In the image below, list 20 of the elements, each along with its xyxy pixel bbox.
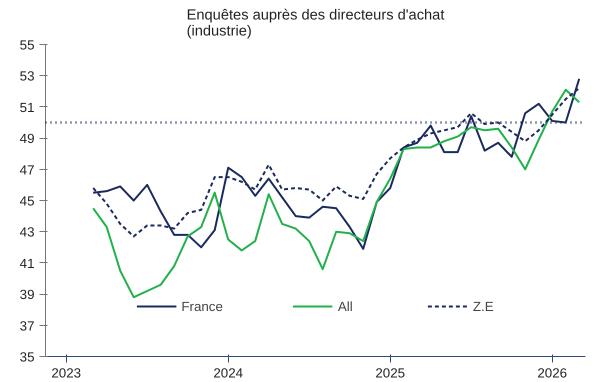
chart-title: Enquêtes auprès des directeurs d'achat (industrie) <box>186 8 444 40</box>
y-tick-label: 35 <box>20 350 35 364</box>
legend-label: France <box>181 298 223 314</box>
y-tick-label: 53 <box>20 68 35 84</box>
y-tick-label: 43 <box>20 224 35 240</box>
y-tick-label: 47 <box>20 162 35 178</box>
y-tick-label: 39 <box>20 287 35 302</box>
legend-label: Z.E <box>472 298 494 314</box>
y-tick-label: 55 <box>20 38 35 52</box>
y-tick-label: 37 <box>20 318 35 334</box>
x-tick-label: 2026 <box>537 366 568 380</box>
line-series <box>92 88 580 298</box>
y-tick-label: 51 <box>20 100 35 115</box>
y-tick-label: 41 <box>20 256 35 271</box>
y-tick-label: 49 <box>20 131 35 146</box>
x-tick-label: 2025 <box>375 366 406 380</box>
legend-label: All <box>338 298 354 314</box>
x-tick-label: 2024 <box>213 366 244 380</box>
x-tick-label: 2023 <box>51 366 82 380</box>
y-tick-label: 45 <box>20 194 35 208</box>
